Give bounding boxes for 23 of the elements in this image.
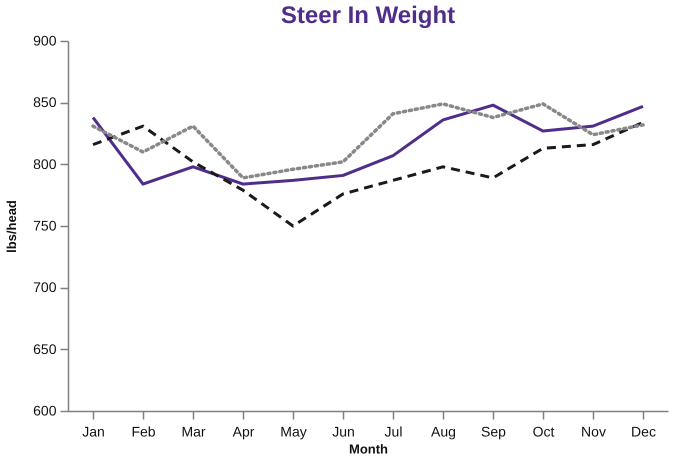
x-axis-title: Month	[349, 442, 388, 456]
y-tick-label: 650	[33, 340, 57, 357]
line-series	[92, 120, 644, 228]
y-tick-label: 900	[33, 32, 57, 48]
y-tick-label: 600	[33, 402, 57, 418]
y-tick-label: 850	[33, 94, 57, 110]
x-tick-label: Nov	[581, 424, 606, 440]
x-tick-label: Aug	[431, 424, 456, 440]
y-tick-label: 750	[33, 218, 57, 234]
x-tick-label: Jul	[384, 424, 402, 440]
x-tick-label: Mar	[181, 424, 206, 440]
x-tick-label: Sep	[481, 424, 506, 440]
x-tick-label: Oct	[532, 424, 554, 440]
y-tick-label: 700	[33, 279, 57, 296]
x-tick-label: May	[280, 424, 307, 440]
y-axis-title: lbs/head	[4, 200, 20, 253]
y-tick-label: 800	[33, 156, 57, 172]
chart-title: Steer In Weight	[280, 2, 456, 29]
x-tick-label: Jan	[82, 424, 105, 440]
x-tick-label: Dec	[631, 424, 656, 440]
x-tick-label: Feb	[131, 424, 156, 440]
x-tick-label: Apr	[232, 424, 255, 440]
x-tick-label: Jun	[332, 424, 355, 440]
